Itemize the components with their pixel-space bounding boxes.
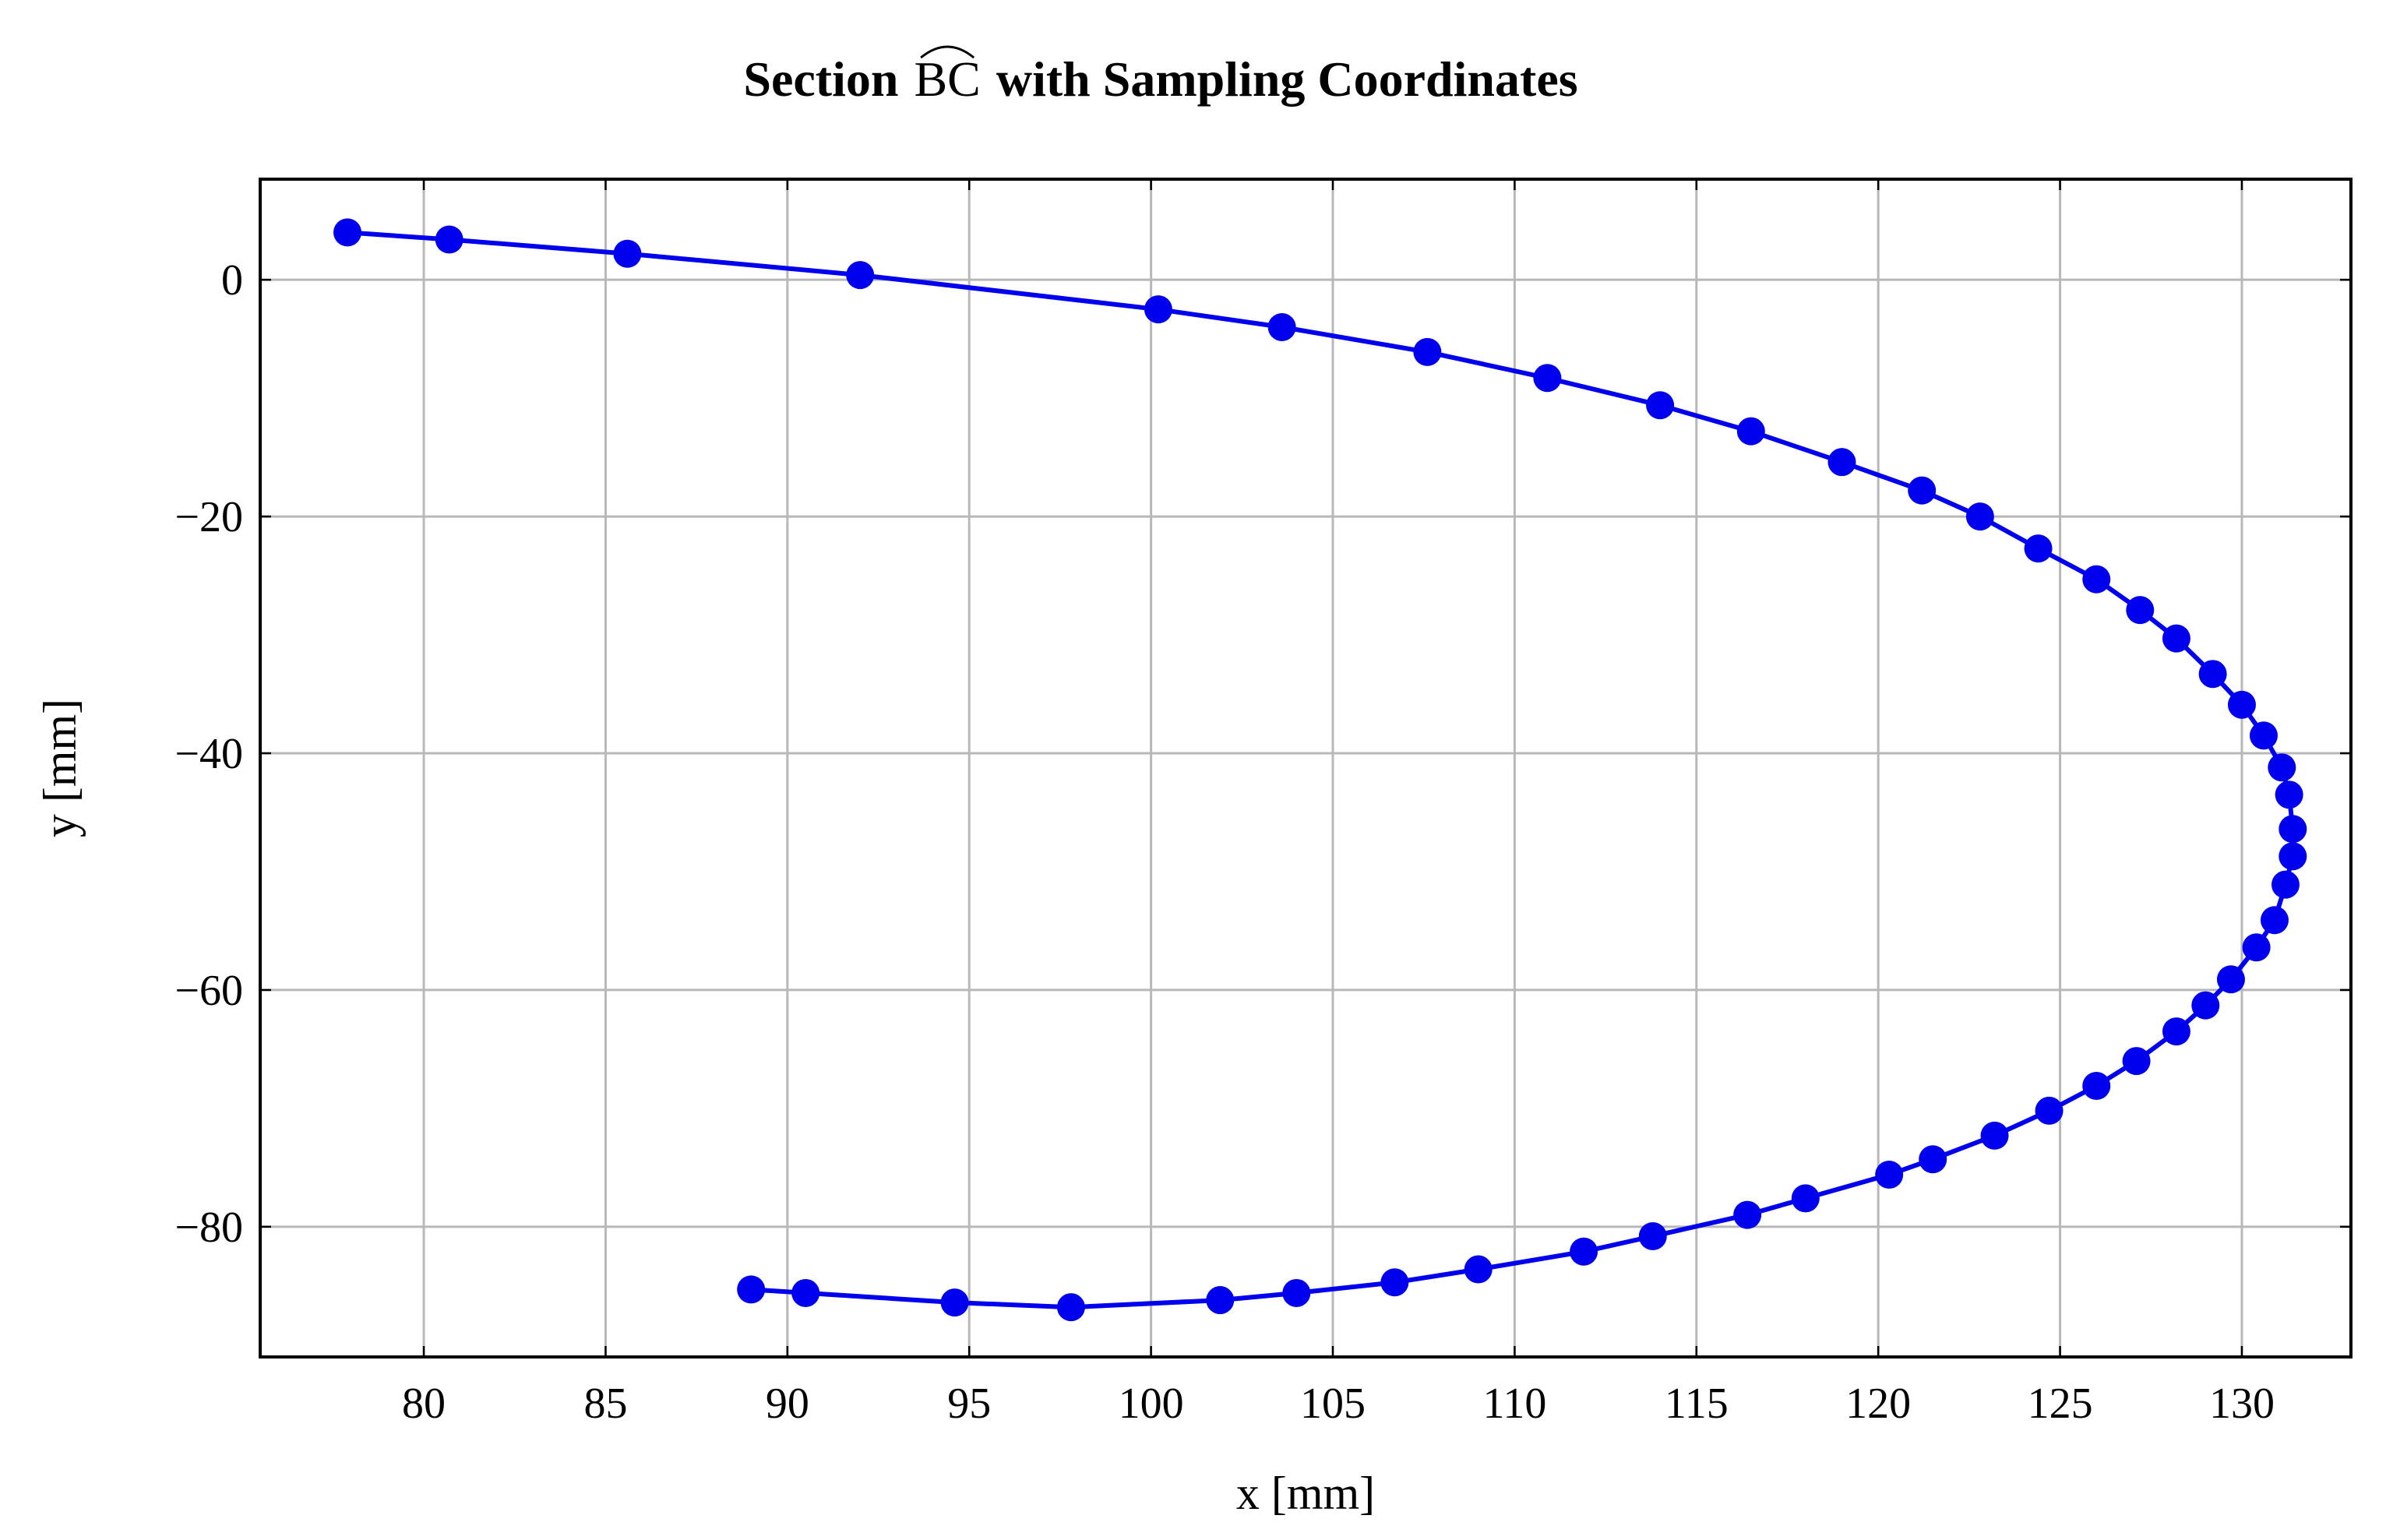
chart-title-text: Section <box>743 51 898 107</box>
x-tick-label: 105 <box>1300 1380 1366 1428</box>
data-point <box>2082 1072 2111 1101</box>
svg-text:Section BC with Sa: Section BC with Sampling Coordinates <box>743 51 1577 107</box>
data-point <box>2082 565 2111 594</box>
chart-title-suffix: with Sampling Coordinates <box>996 51 1578 107</box>
x-tick-label: 90 <box>766 1380 809 1428</box>
x-tick-label: 120 <box>1845 1380 1911 1428</box>
data-point <box>1646 391 1675 420</box>
arc-accent-icon <box>920 45 975 59</box>
data-point <box>737 1275 766 1304</box>
data-point <box>1533 364 1562 393</box>
data-point <box>1056 1293 1085 1322</box>
y-axis-label: y [mm] <box>34 699 86 837</box>
data-point <box>2035 1096 2064 1125</box>
series-line <box>347 230 2296 1310</box>
data-point <box>1980 1121 2009 1150</box>
y-tick-label: −40 <box>174 730 243 778</box>
data-point <box>2122 1047 2151 1076</box>
y-tick-label: −80 <box>174 1203 243 1252</box>
x-tick-label: 130 <box>2209 1380 2275 1428</box>
data-point <box>2191 991 2220 1020</box>
data-point <box>1919 1145 1947 1174</box>
data-point <box>1570 1237 1598 1266</box>
data-point <box>2242 933 2271 962</box>
series-layer <box>333 218 2307 1322</box>
x-tick-label: 125 <box>2028 1380 2093 1428</box>
data-point <box>2024 534 2053 563</box>
data-point <box>1965 502 1994 531</box>
data-point <box>1638 1222 1667 1251</box>
chart-title-symbol: BC <box>914 51 980 107</box>
data-point <box>2126 596 2155 625</box>
y-tick-label: 0 <box>221 256 243 305</box>
data-point <box>1733 1200 1762 1229</box>
y-tick-label: −20 <box>174 493 243 541</box>
data-point <box>2260 906 2289 935</box>
data-point <box>2275 781 2303 809</box>
tick-labels: 80 85 90 95 100 105 110 115 120 125 130 0 −20 −40 −60 −… <box>174 256 2275 1428</box>
data-point <box>2279 815 2307 844</box>
data-point <box>1380 1268 1409 1297</box>
x-tick-label: 100 <box>1119 1380 1184 1428</box>
data-point <box>2198 660 2227 689</box>
x-tick-label: 115 <box>1665 1380 1729 1428</box>
y-tick-label: −60 <box>174 967 243 1015</box>
x-tick-label: 85 <box>583 1380 627 1428</box>
data-point <box>2249 721 2278 750</box>
axis-ticks <box>260 179 2351 1357</box>
plot-frame <box>259 178 2353 1359</box>
x-tick-label: 80 <box>402 1380 446 1428</box>
data-point <box>1144 295 1172 324</box>
data-point <box>940 1288 969 1317</box>
x-axis-label: x [mm] <box>1236 1468 1375 1519</box>
data-point <box>1282 1278 1311 1307</box>
data-point <box>333 218 362 247</box>
data-point <box>1827 448 1856 477</box>
data-point <box>435 225 463 254</box>
data-point <box>2268 753 2296 782</box>
data-point <box>2216 965 2245 994</box>
data-point <box>791 1278 820 1307</box>
data-point <box>2162 624 2190 653</box>
data-point <box>2271 870 2300 899</box>
data-point <box>1464 1255 1493 1284</box>
data-point <box>1413 337 1442 366</box>
data-point <box>2162 1017 2190 1046</box>
data-point <box>2227 690 2256 719</box>
x-tick-label: 95 <box>947 1380 991 1428</box>
data-point <box>1791 1184 1820 1213</box>
data-point <box>1875 1160 1904 1189</box>
data-point <box>1736 417 1765 446</box>
data-point <box>1206 1286 1235 1315</box>
chart-title: Section BC with Sampling Coordinates <box>743 45 1578 107</box>
data-point <box>1267 312 1296 341</box>
data-point <box>846 261 875 290</box>
data-point <box>1908 476 1937 505</box>
data-point <box>2279 842 2307 871</box>
x-tick-label: 110 <box>1482 1380 1546 1428</box>
data-point <box>613 239 642 268</box>
grid <box>260 179 2351 1357</box>
